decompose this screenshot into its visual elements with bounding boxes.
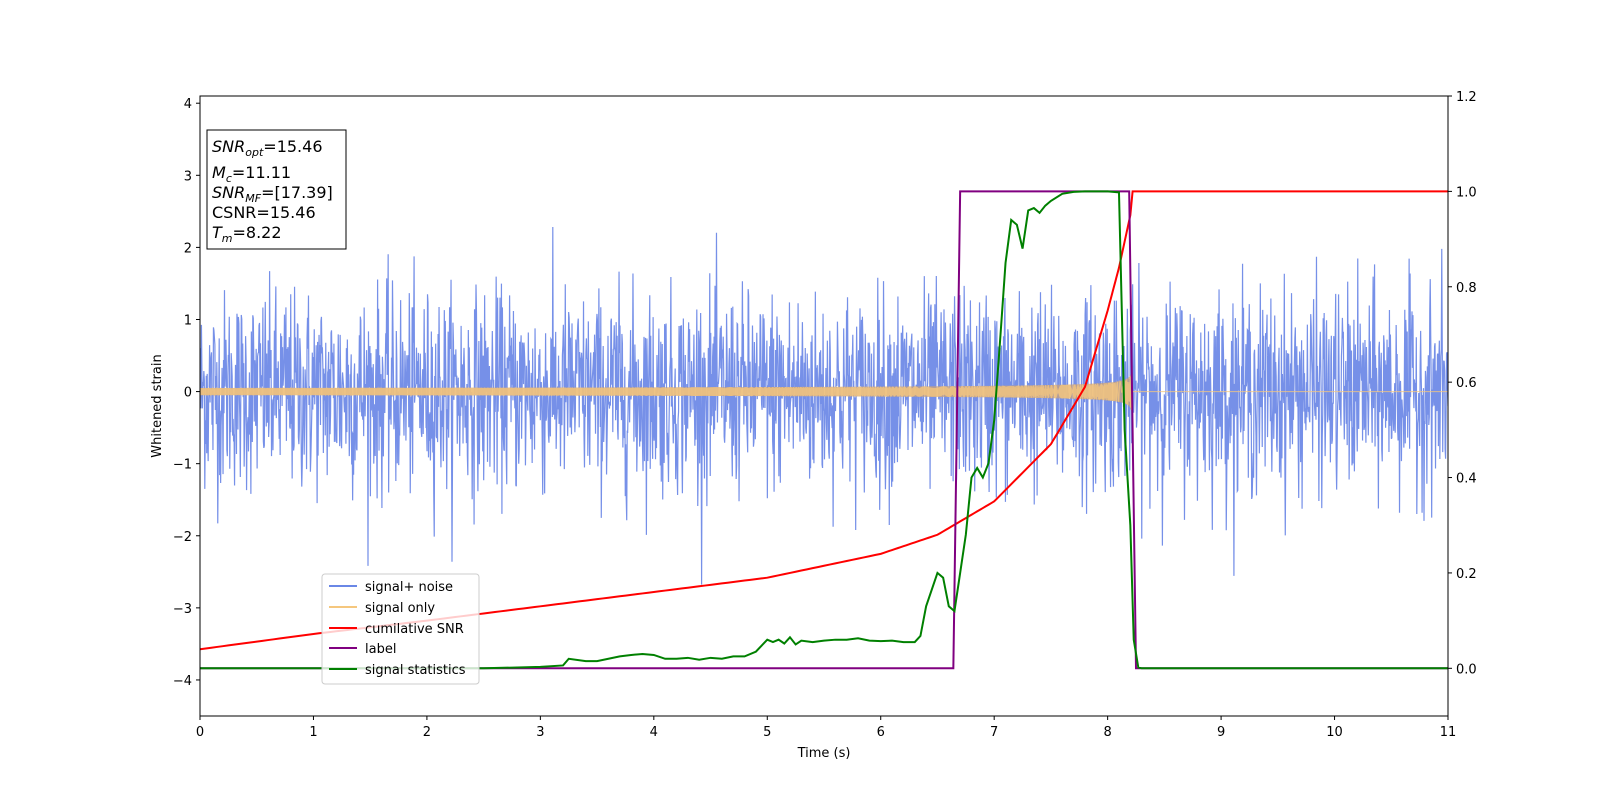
legend-frame	[321, 573, 480, 685]
series-signal-only	[200, 367, 1448, 416]
x-tick-label: 6	[877, 725, 885, 740]
series-layer	[200, 190, 1448, 670]
x-tick-label: 10	[1326, 725, 1343, 740]
x-tick-label: 8	[1103, 725, 1111, 740]
snr-line	[200, 190, 1448, 651]
x-tick-label: 1	[309, 725, 317, 740]
x-axis: 0 1 2 3 4 5 6 7 8 9 10 11	[196, 716, 1456, 740]
x-axis-label: Time (s)	[797, 746, 851, 761]
info-box-frame	[206, 129, 347, 250]
y2-tick-label: 0.8	[1456, 281, 1477, 296]
y-tick-label: 3	[184, 169, 192, 184]
x-tick-label: 7	[990, 725, 998, 740]
info-snr-mf-value: =[17.39]	[261, 183, 333, 202]
y2-tick-label: 1.0	[1456, 185, 1477, 200]
info-csnr: CSNR=15.46	[212, 203, 316, 222]
legend: signal+ noise signal only cumilative SNR…	[321, 573, 480, 685]
info-snr-opt: SNRopt=15.46	[212, 137, 323, 159]
y2-tick-label: 1.2	[1456, 90, 1477, 105]
info-mc-value: =11.11	[232, 163, 291, 182]
info-box: SNRopt=15.46 Mc=11.11 SNRMF=[17.39] CSNR…	[206, 129, 347, 250]
y2-tick-label: 0.2	[1456, 567, 1477, 582]
y-tick-label: −3	[173, 602, 192, 617]
x-tick-label: 5	[763, 725, 771, 740]
y-axis-left: −4 −3 −2 −1 0 1 2 3 4	[173, 97, 200, 689]
y2-tick-label: 0.4	[1456, 472, 1477, 487]
x-tick-label: 3	[536, 725, 544, 740]
signal-line	[200, 373, 1448, 410]
y-axis-right: 0.0 0.2 0.4 0.6 0.8 1.0 1.2	[1448, 90, 1477, 677]
y-tick-label: 0	[184, 386, 192, 401]
series-signal-statistics	[200, 190, 1448, 670]
y-tick-label: −2	[173, 530, 192, 545]
noise-line	[200, 226, 1448, 585]
info-snr-mf: SNRMF=[17.39]	[212, 183, 333, 205]
info-tm: Tm=8.22	[212, 223, 282, 245]
plot-frame	[199, 95, 1449, 717]
legend-item-signal-only: signal only	[365, 601, 435, 616]
y-tick-label: −4	[173, 674, 192, 689]
info-mc: Mc=11.11	[212, 163, 291, 185]
y2-tick-label: 0.6	[1456, 376, 1477, 391]
y-axis-label: Whitened strain	[150, 354, 165, 457]
y-tick-label: 1	[184, 313, 192, 328]
legend-item-cumulative-snr: cumilative SNR	[365, 622, 464, 637]
series-signal-noise	[200, 226, 1448, 585]
legend-item-label: label	[365, 642, 396, 657]
y-tick-label: −1	[173, 458, 192, 473]
y-tick-label: 4	[184, 97, 192, 112]
info-snr-opt-value: =15.46	[263, 137, 322, 156]
x-tick-label: 4	[650, 725, 658, 740]
x-tick-label: 2	[423, 725, 431, 740]
y-tick-label: 2	[184, 241, 192, 256]
x-tick-label: 0	[196, 725, 204, 740]
x-tick-label: 11	[1440, 725, 1457, 740]
info-tm-value: =8.22	[233, 223, 282, 242]
legend-item-signal-noise: signal+ noise	[365, 580, 453, 595]
stats-line	[200, 190, 1448, 670]
series-cumulative-snr	[200, 190, 1448, 651]
x-tick-label: 9	[1217, 725, 1225, 740]
y2-tick-label: 0.0	[1456, 662, 1477, 677]
legend-item-signal-statistics: signal statistics	[365, 663, 466, 678]
